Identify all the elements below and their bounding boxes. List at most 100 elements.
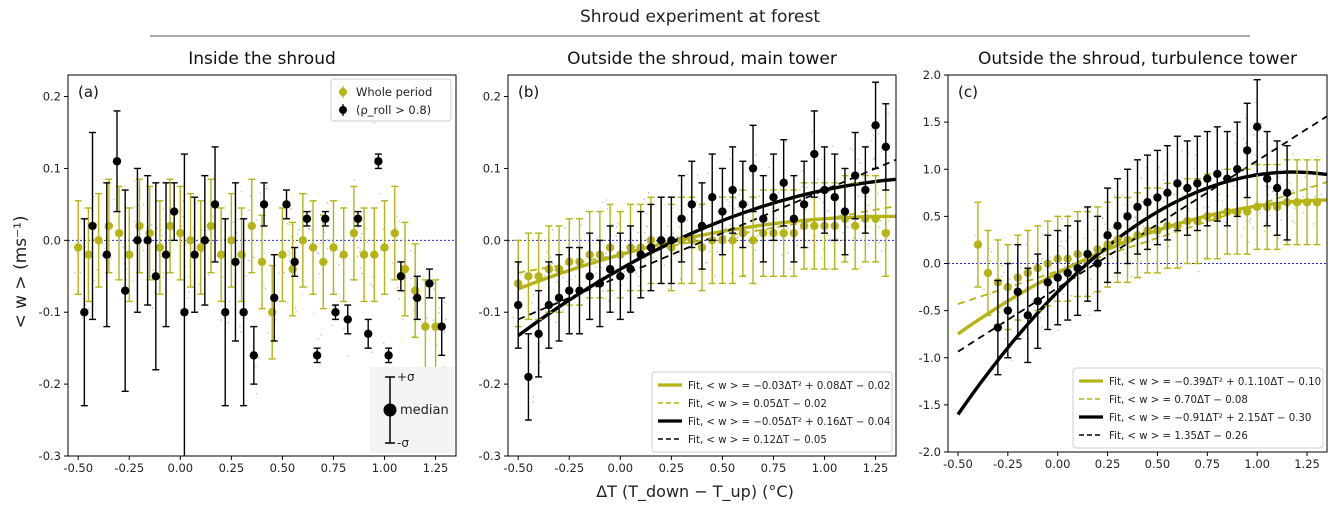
y-tick-label: 1.5 xyxy=(923,115,941,129)
panel-a: Inside the shroud -0.50 -0.25 0.00 0.25 0.50 0… xyxy=(39,49,457,475)
scatter-dot xyxy=(101,242,104,245)
scatter-dot xyxy=(663,264,666,266)
scatter-dot xyxy=(438,307,440,310)
data-point xyxy=(221,308,230,317)
scatter-dot xyxy=(182,215,184,218)
scatter-dot xyxy=(796,244,799,247)
scatter-dot xyxy=(520,273,523,275)
scatter-dot xyxy=(1138,251,1140,253)
scatter-dot xyxy=(337,249,339,251)
scatter-dot xyxy=(706,261,709,264)
data-point xyxy=(169,207,179,216)
scatter-dot xyxy=(160,229,163,231)
scatter-dot xyxy=(113,198,116,201)
scatter-dot xyxy=(1215,129,1217,131)
scatter-dot xyxy=(1008,278,1011,280)
scatter-dot xyxy=(257,357,260,359)
scatter-dot xyxy=(518,262,521,265)
scatter-dot xyxy=(1061,245,1064,248)
scatter-dot xyxy=(153,291,156,293)
data-point xyxy=(850,221,860,231)
scatter-dot xyxy=(878,226,880,229)
scatter-dot xyxy=(1252,227,1254,230)
scatter-dot xyxy=(133,180,136,183)
scatter-dot xyxy=(1060,240,1062,243)
data-point xyxy=(343,315,352,324)
scatter-dot xyxy=(237,218,240,220)
scatter-dot xyxy=(1061,230,1063,233)
data-point xyxy=(125,250,134,259)
scatter-dot xyxy=(1010,359,1013,361)
scatter-dot xyxy=(606,207,609,210)
scatter-dot xyxy=(626,277,629,280)
scatter-dot xyxy=(253,256,255,259)
scatter-dot xyxy=(221,276,224,278)
scatter-dot xyxy=(1063,247,1065,250)
scatter-dot xyxy=(600,266,603,269)
scatter-dot xyxy=(264,187,267,190)
scatter-dot xyxy=(395,227,398,229)
scatter-dot xyxy=(750,175,753,177)
scatter-dot xyxy=(208,229,210,232)
scatter-dot xyxy=(536,307,539,309)
scatter-dot xyxy=(310,209,312,212)
scatter-dot xyxy=(227,321,230,324)
data-point xyxy=(165,221,175,231)
scatter-dot xyxy=(541,337,544,339)
scatter-dot xyxy=(187,297,190,299)
scatter-dot xyxy=(1059,244,1061,247)
scatter-dot xyxy=(1158,167,1161,169)
scatter-dot xyxy=(133,220,136,223)
scatter-dot xyxy=(122,246,125,249)
scatter-dot xyxy=(1039,317,1042,319)
legend-swatch-dot xyxy=(339,106,347,114)
scatter-dot xyxy=(664,234,666,236)
scatter-dot xyxy=(781,237,784,239)
scatter-dot xyxy=(857,158,859,161)
y-tick-label: 0.0 xyxy=(923,257,941,271)
scatter-dot xyxy=(835,237,838,240)
scatter-dot xyxy=(1264,221,1267,224)
y-tick-label: -0.2 xyxy=(39,377,61,391)
panel-title: Outside the shroud, turbulence tower xyxy=(978,49,1297,69)
data-point xyxy=(380,243,389,252)
scatter-dot xyxy=(822,201,824,204)
data-point xyxy=(1183,183,1192,193)
scatter-dot xyxy=(787,227,789,230)
scatter-dot xyxy=(360,233,363,235)
scatter-dot xyxy=(566,280,568,283)
scatter-dot xyxy=(696,173,699,176)
scatter-dot xyxy=(1060,217,1063,220)
scatter-dot xyxy=(110,257,112,259)
scatter-dot xyxy=(595,272,598,275)
y-tick-label: 1.0 xyxy=(923,162,941,176)
scatter-dot xyxy=(852,236,855,239)
data-point xyxy=(400,264,410,274)
scatter-dot xyxy=(1041,325,1044,328)
data-point xyxy=(308,243,318,252)
data-point xyxy=(186,236,195,245)
scatter-dot xyxy=(338,263,340,266)
scatter-dot xyxy=(776,226,778,228)
scatter-dot xyxy=(1109,228,1111,231)
scatter-dot xyxy=(1194,154,1197,157)
scatter-dot xyxy=(546,251,548,254)
data-point xyxy=(298,236,308,245)
scatter-dot xyxy=(1088,267,1090,270)
scatter-dot xyxy=(357,247,360,249)
data-point xyxy=(1153,193,1162,202)
scatter-dot xyxy=(1291,220,1294,223)
scatter-dot xyxy=(188,265,191,268)
x-tick-label: -0.25 xyxy=(554,461,584,475)
scatter-dot xyxy=(1263,230,1266,233)
scatter-dot xyxy=(1084,207,1087,210)
data-point xyxy=(1233,165,1242,174)
scatter-dot xyxy=(820,158,823,160)
data-point xyxy=(282,200,291,209)
scatter-dot xyxy=(799,227,801,230)
data-point xyxy=(1093,259,1102,268)
data-point xyxy=(595,279,605,288)
scatter-dot xyxy=(1242,137,1244,140)
scatter-dot xyxy=(240,190,243,193)
data-point xyxy=(850,171,860,180)
